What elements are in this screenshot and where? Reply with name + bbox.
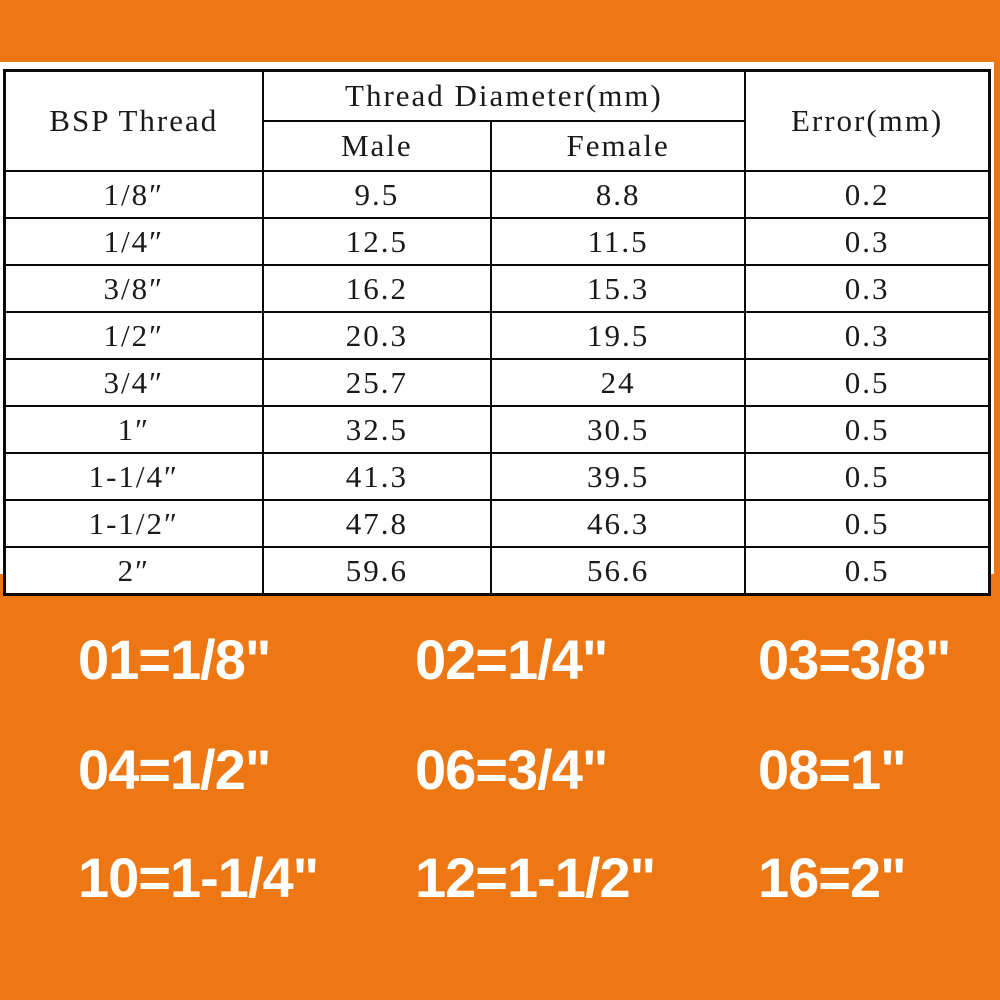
spec-cell-bsp: 3/4″ [3,358,264,407]
size-code: 02=1/4" [415,628,608,691]
spec-cell-female: 19.5 [490,311,747,360]
spec-cell-bsp: 2″ [3,546,264,596]
spec-cell-female: 39.5 [490,452,747,501]
spec-row: 1/4″ 12.5 11.5 0.3 [3,217,991,266]
bsp-thread-spec-table: BSP Thread Thread Diameter(mm) Error(mm)… [3,69,991,596]
spec-cell-male: 59.6 [261,546,493,596]
size-code: 01=1/8" [78,628,271,691]
spec-cell-male: 47.8 [261,499,493,548]
spec-row: 1-1/2″ 47.8 46.3 0.5 [3,499,991,548]
size-code: 16=2" [758,846,907,909]
spec-row: 2″ 59.6 56.6 0.5 [3,546,991,596]
col-header-male: Male [261,120,493,172]
spec-cell-bsp: 1-1/2″ [3,499,264,548]
size-code: 04=1/2" [78,738,271,801]
size-code: 12=1-1/2" [415,846,656,909]
size-code-row: 04=1/2" 06=3/4" 08=1" [0,735,1000,805]
spec-cell-female: 30.5 [490,405,747,454]
spec-cell-female: 24 [490,358,747,407]
col-header-thread-diameter: Thread Diameter(mm) [261,69,747,122]
spec-cell-male: 16.2 [261,264,493,313]
spec-cell-male: 20.3 [261,311,493,360]
spec-cell-bsp: 1-1/4″ [3,452,264,501]
spec-row: 1″ 32.5 30.5 0.5 [3,405,991,454]
size-code: 08=1" [758,738,907,801]
spec-cell-error: 0.5 [744,405,991,454]
spec-cell-bsp: 1/8″ [3,170,264,219]
spec-cell-bsp: 1/4″ [3,217,264,266]
spec-cell-error: 0.3 [744,264,991,313]
spec-cell-female: 15.3 [490,264,747,313]
spec-cell-female: 8.8 [490,170,747,219]
spec-cell-bsp: 1/2″ [3,311,264,360]
size-code-legend: 01=1/8" 02=1/4" 03=3/8" 04=1/2" 06=3/4" 08=1"… [0,575,1000,1000]
spec-cell-error: 0.2 [744,170,991,219]
spec-cell-male: 9.5 [261,170,493,219]
size-code: 03=3/8" [758,628,951,691]
spec-cell-error: 0.3 [744,217,991,266]
spec-cell-error: 0.5 [744,452,991,501]
spec-row: 3/8″ 16.2 15.3 0.3 [3,264,991,313]
spec-table-panel: BSP Thread Thread Diameter(mm) Error(mm)… [0,62,994,596]
spec-cell-male: 32.5 [261,405,493,454]
spec-row: 1-1/4″ 41.3 39.5 0.5 [3,452,991,501]
col-header-female: Female [490,120,747,172]
spec-cell-female: 11.5 [490,217,747,266]
spec-cell-error: 0.5 [744,358,991,407]
spec-row: 3/4″ 25.7 24 0.5 [3,358,991,407]
col-header-bsp-thread: BSP Thread [3,69,264,172]
spec-cell-female: 46.3 [490,499,747,548]
size-code: 10=1-1/4" [78,846,319,909]
spec-cell-error: 0.5 [744,546,991,596]
col-header-error: Error(mm) [744,69,991,172]
size-code-row: 10=1-1/4" 12=1-1/2" 16=2" [0,843,1000,913]
spec-cell-male: 41.3 [261,452,493,501]
spec-cell-bsp: 3/8″ [3,264,264,313]
spec-cell-error: 0.5 [744,499,991,548]
spec-cell-male: 12.5 [261,217,493,266]
spec-cell-error: 0.3 [744,311,991,360]
spec-row: 1/2″ 20.3 19.5 0.3 [3,311,991,360]
size-code: 06=3/4" [415,738,608,801]
spec-cell-bsp: 1″ [3,405,264,454]
spec-cell-male: 25.7 [261,358,493,407]
spec-cell-female: 56.6 [490,546,747,596]
spec-row: 1/8″ 9.5 8.8 0.2 [3,170,991,219]
size-code-row: 01=1/8" 02=1/4" 03=3/8" [0,625,1000,695]
